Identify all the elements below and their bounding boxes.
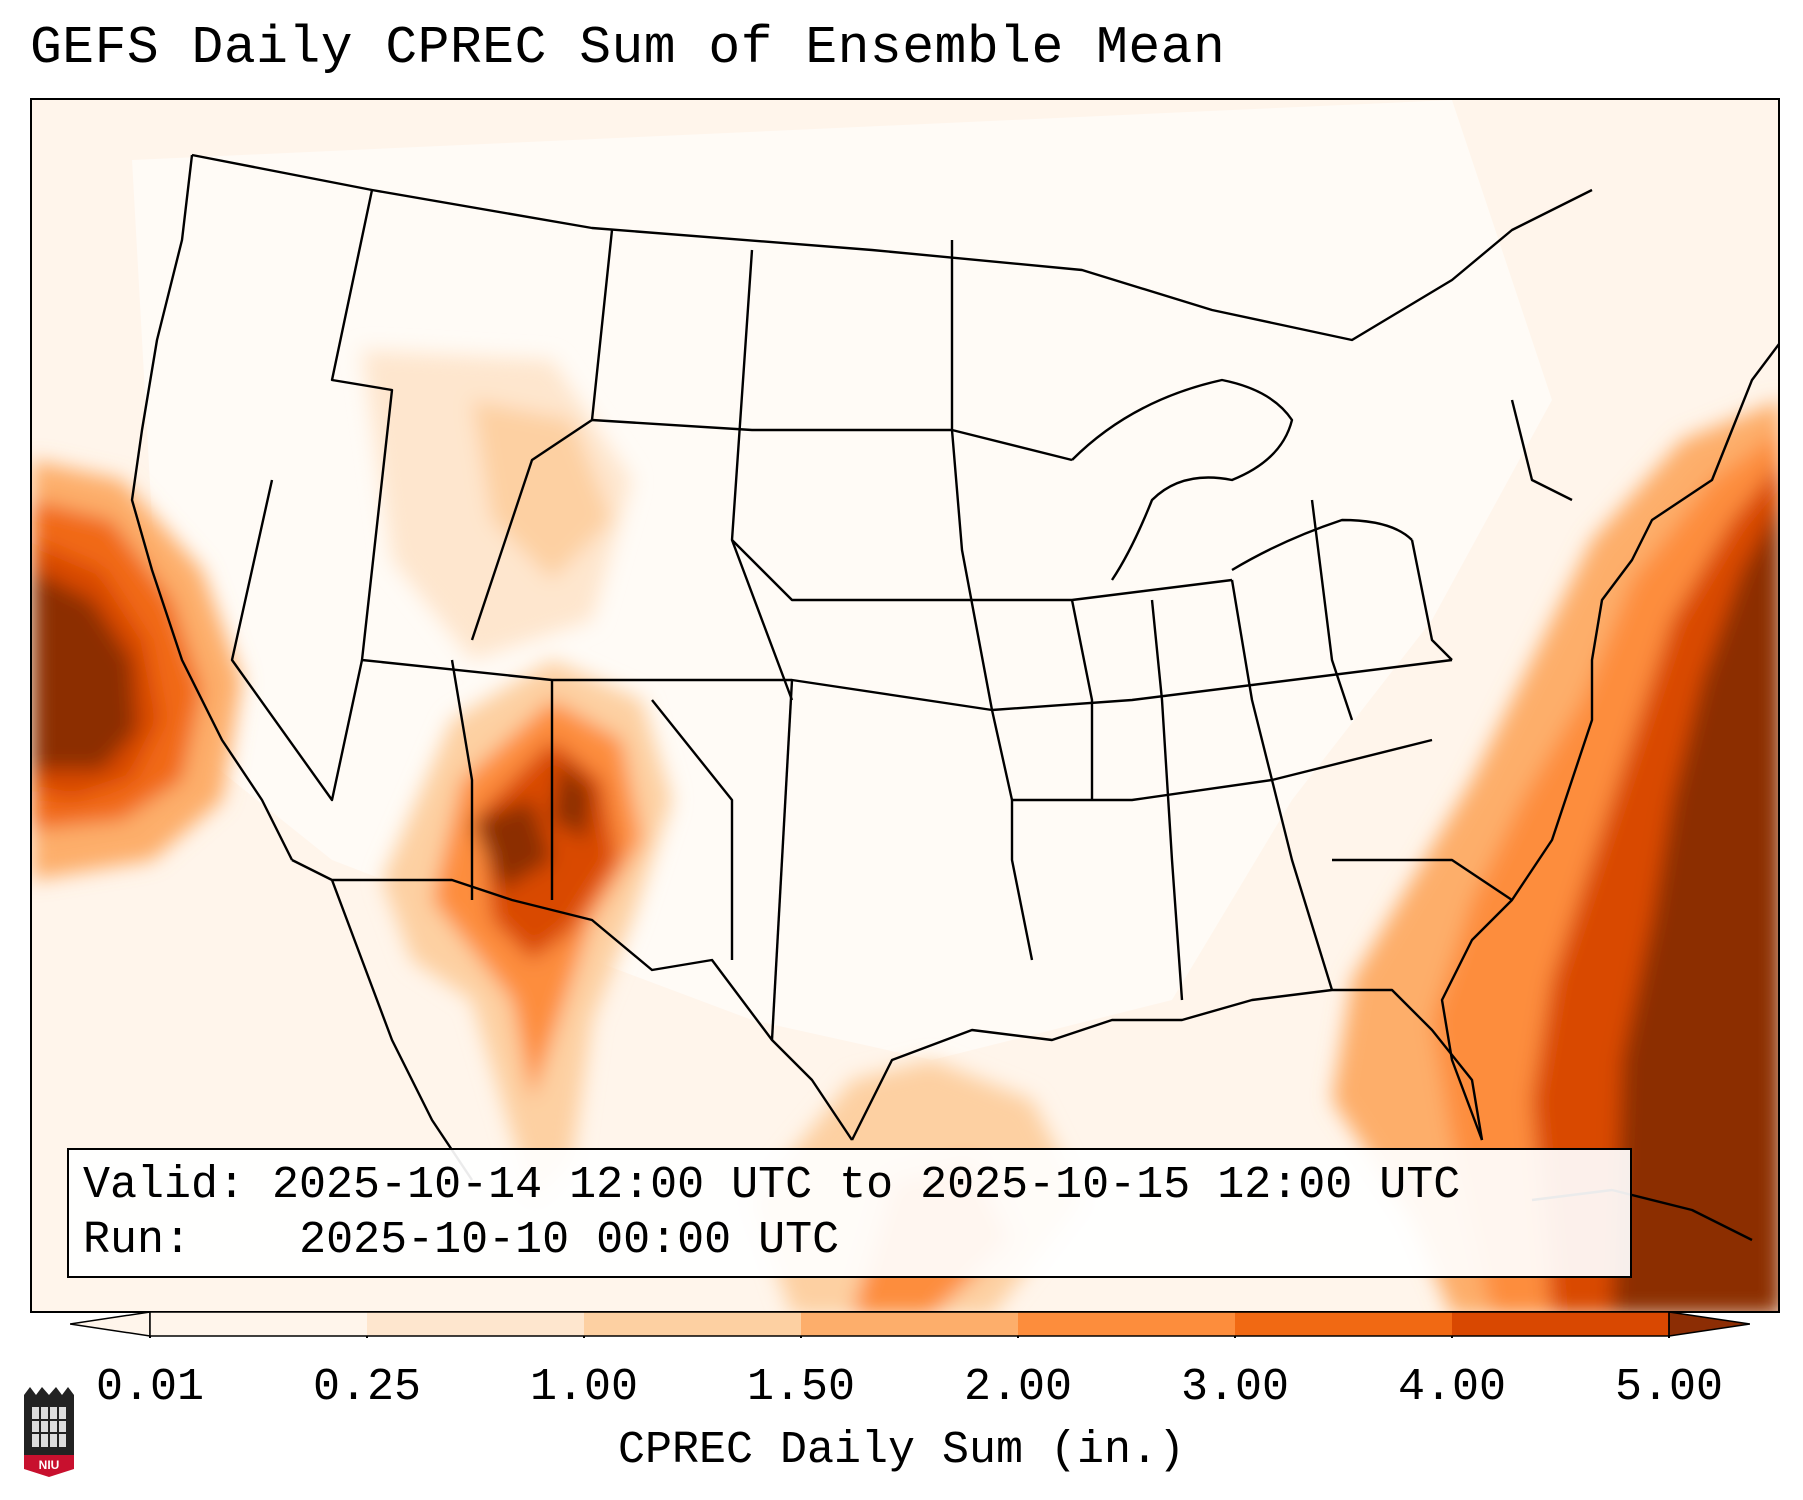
colorbar-tick-label: 2.00 <box>963 1362 1073 1413</box>
colorbar-tick-label: 1.50 <box>746 1362 856 1413</box>
boundaries <box>130 153 1778 1242</box>
colorbar-tick-label: 1.00 <box>529 1362 639 1413</box>
colorbar-tick-label: 3.00 <box>1180 1362 1290 1413</box>
colorbar-segment <box>1235 1312 1452 1336</box>
colorbar-extend-high <box>1668 1311 1750 1337</box>
colorbar-tick-label: 4.00 <box>1397 1362 1507 1413</box>
colorbar-tick-label: 5.00 <box>1614 1362 1724 1413</box>
logo-text: NIU <box>39 1458 60 1472</box>
niu-logo-icon: NIU <box>24 1387 74 1477</box>
precip-map <box>30 98 1780 1313</box>
run-label: Run: <box>83 1215 192 1266</box>
colorbar-extend-low <box>70 1311 151 1337</box>
valid-value: 2025-10-14 12:00 UTC to 2025-10-15 12:00… <box>272 1160 1461 1211</box>
map-title: GEFS Daily CPREC Sum of Ensemble Mean <box>30 18 1226 78</box>
colorbar <box>70 1311 1750 1338</box>
validity-info-box: Valid: 2025-10-14 12:00 UTC to 2025-10-1… <box>67 1148 1632 1278</box>
colorbar-label: CPREC Daily Sum (in.) <box>617 1425 1186 1476</box>
precip-field <box>32 350 1778 1311</box>
map-svg <box>32 100 1778 1311</box>
valid-label: Valid: <box>83 1160 246 1211</box>
colorbar-segment <box>1018 1312 1235 1336</box>
run-value: 2025-10-10 00:00 UTC <box>299 1215 840 1266</box>
colorbar-segment <box>1452 1312 1669 1336</box>
colorbar-tick-label: 0.01 <box>95 1362 205 1413</box>
colorbar-segment <box>584 1312 801 1336</box>
colorbar-segment <box>367 1312 584 1336</box>
colorbar-segment <box>801 1312 1018 1336</box>
colorbar-segment <box>150 1312 367 1336</box>
colorbar-tick-label: 0.25 <box>312 1362 422 1413</box>
